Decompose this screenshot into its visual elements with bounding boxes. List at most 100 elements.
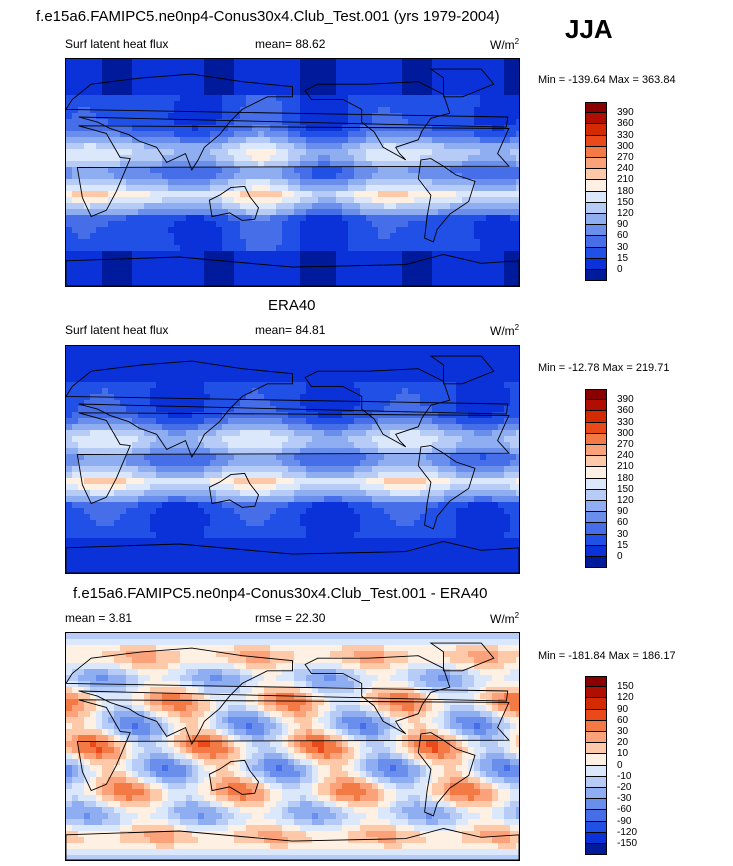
- field-cell: [378, 460, 385, 467]
- field-cell: [168, 430, 175, 437]
- field-cell: [252, 436, 259, 443]
- field-cell: [216, 496, 223, 503]
- field-cell: [168, 424, 175, 431]
- field-cell: [210, 131, 217, 138]
- field-cell: [150, 263, 157, 270]
- field-cell: [114, 227, 121, 234]
- field-cell: [324, 281, 331, 286]
- field-cell: [468, 239, 475, 246]
- field-cell: [318, 400, 325, 407]
- field-cell: [474, 376, 481, 383]
- field-cell: [90, 436, 97, 443]
- field-cell: [222, 113, 229, 120]
- field-cell: [414, 502, 421, 509]
- field-cell: [378, 239, 385, 246]
- field-cell: [96, 215, 103, 222]
- field-cell: [474, 346, 481, 353]
- field-cell: [486, 275, 493, 282]
- field-cell: [414, 131, 421, 138]
- field-cell: [450, 185, 457, 192]
- field-cell: [72, 352, 79, 359]
- field-cell: [144, 346, 151, 353]
- field-cell: [126, 185, 133, 192]
- field-cell: [474, 484, 481, 491]
- field-cell: [252, 257, 259, 264]
- field-cell: [114, 370, 121, 377]
- field-cell: [312, 185, 319, 192]
- field-cell: [228, 281, 235, 286]
- field-cell: [246, 370, 253, 377]
- field-cell: [252, 424, 259, 431]
- field-cell: [198, 275, 205, 282]
- field-cell: [504, 484, 511, 491]
- field-cell: [426, 496, 433, 503]
- field-cell: [510, 406, 517, 413]
- field-cell: [204, 454, 211, 461]
- field-cell: [252, 269, 259, 276]
- field-cell: [252, 496, 259, 503]
- field-cell: [126, 89, 133, 96]
- field-cell: [234, 496, 241, 503]
- field-cell: [204, 137, 211, 144]
- field-cell: [390, 442, 397, 449]
- field-cell: [360, 149, 367, 156]
- field-cell: [312, 113, 319, 120]
- field-cell: [492, 484, 499, 491]
- field-cell: [126, 418, 133, 425]
- field-cell: [306, 376, 313, 383]
- field-cell: [78, 454, 85, 461]
- coastline: [76, 125, 510, 218]
- field-cell: [66, 508, 73, 515]
- field-cell: [324, 107, 331, 114]
- field-cell: [414, 95, 421, 102]
- field-cell: [426, 113, 433, 120]
- field-cell: [300, 95, 307, 102]
- field-cell: [510, 257, 517, 264]
- field-cell: [216, 442, 223, 449]
- field-cell: [204, 352, 211, 359]
- field-cell: [84, 346, 91, 353]
- field-cell: [468, 472, 475, 479]
- field-cell: [444, 251, 451, 258]
- field-cell: [510, 203, 517, 210]
- field-cell: [384, 197, 391, 204]
- field-cell: [84, 143, 91, 150]
- field-cell: [270, 418, 277, 425]
- field-cell: [96, 412, 103, 419]
- field-cell: [144, 275, 151, 282]
- field-cell: [288, 173, 295, 180]
- field-cell: [408, 281, 415, 286]
- field-cell: [318, 209, 325, 216]
- field-cell: [456, 101, 463, 108]
- field-cell: [450, 502, 457, 509]
- field-cell: [498, 484, 505, 491]
- field-cell: [414, 233, 421, 240]
- field-cell: [276, 149, 283, 156]
- field-cell: [90, 185, 97, 192]
- field-cell: [186, 424, 193, 431]
- field-cell: [426, 227, 433, 234]
- field-cell: [300, 197, 307, 204]
- field-cell: [330, 406, 337, 413]
- field-cell: [444, 406, 451, 413]
- field-cell: [354, 281, 361, 286]
- field-cell: [228, 502, 235, 509]
- field-cell: [192, 239, 199, 246]
- field-cell: [114, 454, 121, 461]
- field-cell: [360, 245, 367, 252]
- field-cell: [90, 448, 97, 455]
- field-cell: [132, 269, 139, 276]
- field-cell: [294, 454, 301, 461]
- field-cell: [138, 173, 145, 180]
- field-cell: [366, 394, 373, 401]
- field-cell: [282, 71, 289, 78]
- field-cell: [102, 173, 109, 180]
- field-cell: [414, 89, 421, 96]
- field-cell: [372, 263, 379, 270]
- field-cell: [186, 227, 193, 234]
- field-cell: [174, 83, 181, 90]
- field-cell: [90, 131, 97, 138]
- field-cell: [180, 179, 187, 186]
- field-cell: [306, 101, 313, 108]
- field-cell: [132, 466, 139, 473]
